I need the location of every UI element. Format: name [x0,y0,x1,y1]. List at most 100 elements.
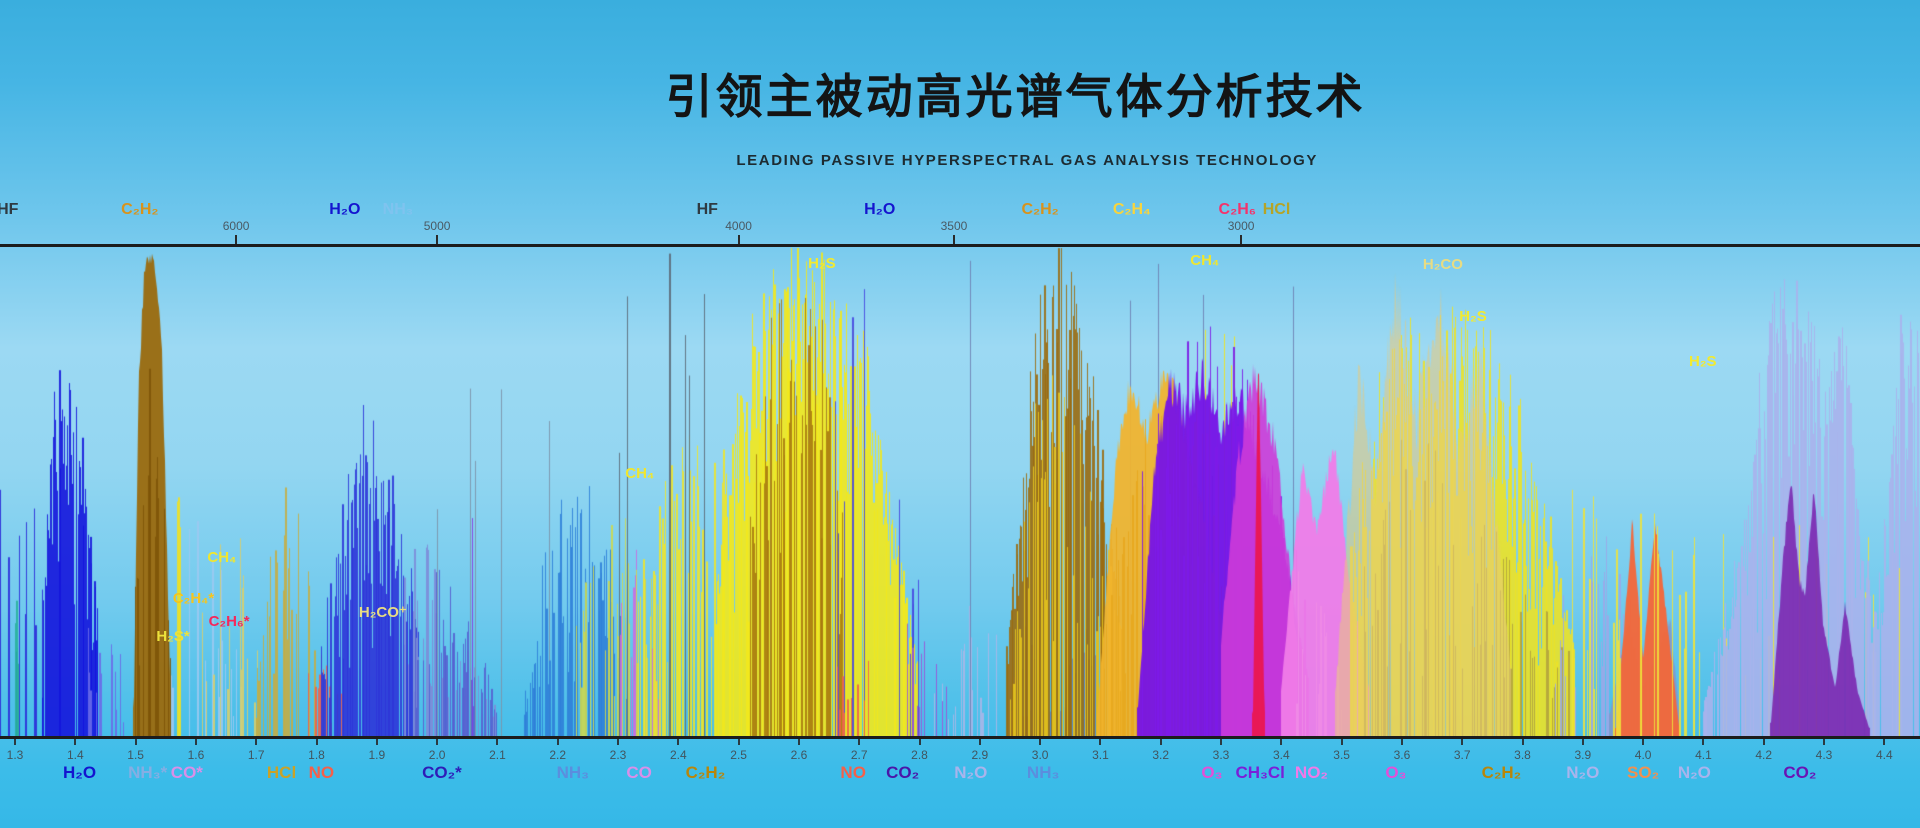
page-title: 引领主被动高光谱气体分析技术 [665,70,1366,123]
bottom-axis-tick-label: 4.4 [1875,748,1893,762]
bottom-axis-tick-label: 4.1 [1695,748,1712,762]
top-axis-tick [235,235,238,244]
top-axis-tick-label: 3000 [1227,219,1255,233]
bottom-axis-tick [797,739,800,745]
bottom-gas-label: O₃ [1201,763,1223,782]
bottom-axis-tick [1099,739,1102,745]
bottom-axis-tick [436,739,439,745]
top-axis-tick [952,235,955,244]
inchart-gas-label: H₂S [808,255,836,272]
top-axis-tick [1240,235,1243,244]
top-gas-label: C₂H₂ [121,201,159,218]
bottom-axis-tick-label: 3.8 [1514,748,1531,762]
bottom-axis-tick-label: 3.4 [1272,748,1290,762]
bottom-gas-label: HCl [266,763,297,782]
inchart-gas-label: C₂H₄* [172,590,215,607]
top-axis-tick-label: 4000 [725,219,752,233]
bottom-gas-label: O₃ [1385,763,1407,782]
inchart-gas-label: H₂S* [156,628,190,645]
bottom-axis-tick-label: 1.4 [66,748,84,762]
bottom-gas-label: CO₂ [886,763,920,782]
bottom-axis-tick [14,739,16,745]
bottom-axis-tick-label: 4.0 [1634,748,1652,762]
top-axis-tick [737,235,740,244]
bottom-axis-tick-label: 2.7 [850,748,868,762]
bottom-axis-tick [617,739,619,745]
top-gas-label: C₂H₂ [1021,201,1059,218]
bottom-axis-tick-label: 2.8 [911,748,928,762]
bottom-axis-tick [978,739,981,745]
bottom-axis-tick [1642,739,1645,745]
top-axis-line [0,244,1920,247]
bottom-axis-tick-label: 2.5 [730,748,747,762]
bottom-axis-tick-label: 3.2 [1152,748,1170,762]
bottom-axis-tick-label: 3.9 [1574,748,1592,762]
bottom-axis-tick [194,739,197,745]
bottom-axis-tick-label: 2.2 [549,748,567,762]
bottom-axis-tick [74,739,77,745]
bottom-axis-tick [737,739,740,745]
bottom-gas-label: NH₃* [128,763,168,782]
bottom-gas-label: NO₂ [1294,763,1328,782]
bottom-axis-tick [255,739,258,745]
bottom-axis-tick-label: 2.3 [609,748,627,762]
bottom-axis-tick-label: 1.3 [6,748,24,762]
bottom-gas-label: C₂H₂ [1481,763,1522,782]
bottom-gas-label: N₂O [954,763,988,782]
bottom-gas-label: CH₃Cl [1235,763,1285,782]
bottom-axis-tick-label: 2.9 [971,748,989,762]
page-subtitle: LEADING PASSIVE HYPERSPECTRAL GAS ANALYS… [736,152,1318,169]
bottom-axis-tick-label: 4.3 [1815,748,1833,762]
bottom-axis-tick [1461,739,1464,745]
bottom-axis-tick-label: 3.0 [1031,748,1049,762]
bottom-axis-tick-label: 3.7 [1453,748,1471,762]
top-gas-label: C₂H₆ [1218,201,1257,218]
top-gas-label: H₂O [864,201,896,218]
top-axis-tick-label: 3500 [940,219,968,233]
bottom-axis-tick [1702,739,1705,745]
bottom-axis-tick [1159,739,1162,745]
top-axis-tick [436,235,439,244]
bottom-axis-tick [134,739,137,745]
bottom-axis-tick-label: 1.6 [187,748,205,762]
bottom-gas-label: C₂H₂ [685,763,726,782]
inchart-gas-label: CH₄ [1190,252,1220,269]
top-gas-label: C₂H₄ [1112,201,1151,218]
top-axis-tick-label: 5000 [423,219,451,233]
bottom-gas-label: CO₂* [422,763,462,782]
inchart-gas-label: H₂CO [1422,256,1463,273]
bottom-axis-tick-label: 3.6 [1393,748,1411,762]
bottom-axis-tick-label: 3.3 [1212,748,1230,762]
bottom-axis-tick-label: 2.1 [489,748,506,762]
bottom-axis-line [0,736,1920,739]
bottom-axis-tick [315,739,318,745]
bottom-axis-tick [1823,739,1825,745]
bottom-axis-tick [1220,739,1222,745]
bottom-gas-label: NO [840,763,866,782]
spectra-plot [0,247,1920,738]
bottom-axis-tick [858,739,861,745]
top-axis-tick-label: 6000 [222,219,250,233]
bottom-axis-tick-label: 1.5 [127,748,144,762]
bottom-axis-tick [496,739,499,745]
top-gas-label: HCl [1262,201,1291,218]
bottom-gas-label: CO* [170,763,203,782]
bottom-axis-tick [1039,739,1042,745]
bottom-axis-tick [1883,739,1886,745]
bottom-axis-tick-label: 1.9 [368,748,386,762]
top-gas-label: H₂O [329,201,361,218]
bottom-gas-label: CO₂ [1783,763,1817,782]
inchart-gas-label: H₂S [1689,353,1717,370]
bottom-gas-label: N₂O [1566,763,1600,782]
inchart-gas-label: C₂H₆* [208,613,250,630]
bottom-gas-label: N₂O [1677,763,1711,782]
bottom-axis-tick [1762,739,1765,745]
bottom-axis-tick-label: 2.6 [790,748,808,762]
bottom-gas-label: NH₃ [556,763,589,782]
top-gas-label: HF [0,201,19,218]
inchart-gas-label: H₂S [1459,308,1487,325]
bottom-gas-label: NO [308,763,335,782]
top-gas-label: NH₃ [382,201,414,218]
bottom-gas-label: SO₂ [1627,763,1660,782]
bottom-gas-label: CO [626,763,652,782]
